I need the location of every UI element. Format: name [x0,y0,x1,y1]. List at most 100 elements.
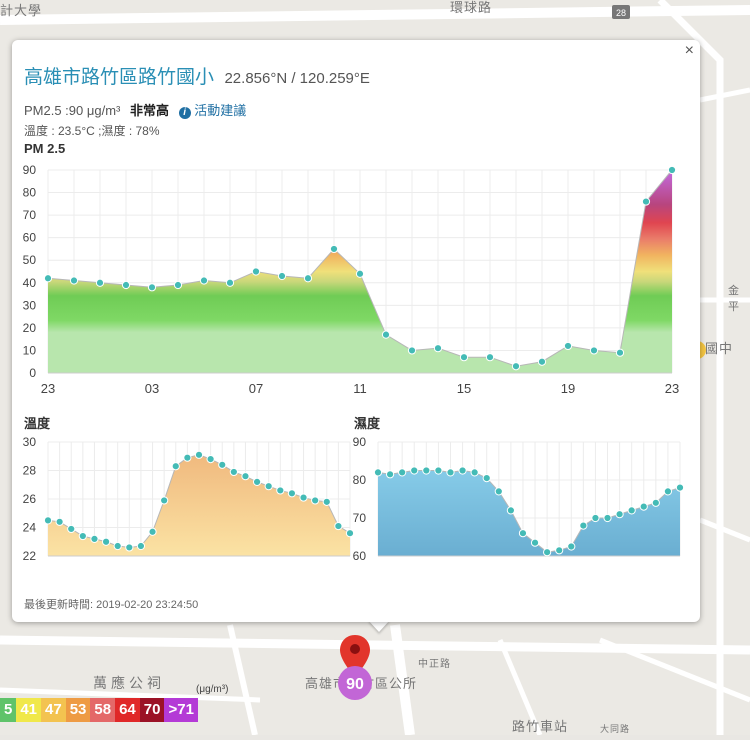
x-tick-label: 23 [41,381,55,396]
pm-reading-row: PM2.5 :90 μg/m³ 非常高 i 活動建議 [24,100,246,119]
y-tick-label: 60 [23,231,37,245]
legend-item-4: 58 [90,698,116,722]
data-point [589,346,599,355]
y-tick-label: 80 [23,186,37,200]
data-point [446,468,455,477]
data-point [530,538,540,547]
legend-item-1: 41 [16,698,42,722]
station-marker[interactable]: 90 [336,633,374,703]
map-label-temple: 萬應公祠 [93,675,165,691]
data-point [183,453,192,462]
x-tick-label: 19 [561,381,575,396]
data-point [410,466,419,475]
data-point [345,529,355,538]
data-point [385,470,395,479]
data-point [194,450,204,459]
x-tick-label: 23 [665,381,679,396]
y-tick-label: 60 [353,549,367,563]
data-point [639,502,648,511]
map-label-datong-road: 大同路 [600,724,631,734]
close-icon[interactable]: × [684,42,694,59]
data-point [171,462,180,471]
data-point [147,283,157,292]
station-name: 高雄市路竹區路竹國小 [24,67,215,88]
weather-row: 溫度 : 23.5°C ;濕度 : 78% [24,124,160,138]
data-point [422,466,431,475]
data-point [218,460,227,469]
pm-level: 非常高 [129,103,169,118]
map-label-junior-high: 國中 [705,341,734,356]
data-point [277,271,287,281]
humidity-chart: 60 70 80 90 [353,435,685,563]
marker-value: 90 [346,676,364,693]
data-point [458,466,467,475]
data-point [567,542,576,551]
map-label-station: 路竹車站 [512,719,569,734]
legend-item-5: 64 [115,698,140,722]
data-point [511,362,521,371]
data-point [459,353,469,362]
pm-reading: PM2.5 :90 μg/m³ [24,103,121,118]
legend-item-0: 5 [0,698,17,722]
route-badge-label: 28 [616,8,626,18]
area-fill [48,170,672,373]
data-point [322,497,331,506]
x-tick-label: 11 [353,381,367,396]
data-point [206,455,215,464]
legend-item-7: >71 [164,698,198,722]
data-point [252,477,262,487]
data-point [55,517,64,526]
popup-title-row: 高雄市路竹區路竹國小 22.856°N / 120.259°E [24,62,370,89]
data-point [229,467,238,477]
data-point [615,348,625,357]
route-badge [612,5,630,19]
map-label-zhongzheng-road: 中正路 [418,659,451,670]
data-point [434,466,443,475]
y-tick-label: 90 [23,163,37,177]
marker-aqi-circle[interactable] [338,666,372,700]
station-info-popup: × 高雄市路竹區路竹國小 22.856°N / 120.259°E PM2.5 … [12,40,700,622]
data-point [299,493,308,502]
temperature-chart-title: 溫度 [24,416,51,431]
data-point [160,496,169,505]
data-point [125,543,134,552]
data-point [482,474,491,483]
y-tick-label: 70 [353,511,367,525]
data-point [199,276,209,285]
data-point [537,357,547,366]
data-point [615,510,624,519]
data-point [101,537,111,546]
data-point [494,487,503,496]
x-tick-label: 03 [145,381,159,396]
data-point [113,541,122,551]
activity-advice-link[interactable]: i 活動建議 [178,103,247,119]
data-point [264,482,273,491]
data-point [433,344,443,353]
activity-advice-label[interactable]: 活動建議 [194,103,247,118]
last-updated: 最後更新時間: 2019-02-20 23:24:50 [24,599,199,611]
data-point [241,472,250,481]
y-tick-label: 30 [23,298,37,312]
data-point [641,197,651,206]
data-point [334,521,343,531]
y-tick-label: 90 [353,435,367,449]
popup-tail [368,620,390,632]
map-label-university: 計大學 [0,3,43,18]
data-point [78,531,87,541]
x-tick-label: 07 [249,381,263,396]
data-point [287,489,297,498]
y-tick-label: 20 [23,321,37,335]
data-point [121,280,131,290]
y-tick-label: 80 [353,473,367,487]
pm25-chart: 0 10 20 30 40 50 60 70 80 90 23 03 07 11 15 19 23 [23,163,680,396]
data-point [407,346,417,355]
data-point [555,546,564,555]
legend-item-6: 70 [139,698,165,722]
temperature-chart: 22 24 26 28 30 [23,435,355,563]
data-point [95,278,105,287]
data-point [381,330,391,339]
data-point [518,529,528,538]
data-point [543,548,552,557]
map-label-jinping: 金平 [728,285,740,313]
data-point [43,516,53,525]
